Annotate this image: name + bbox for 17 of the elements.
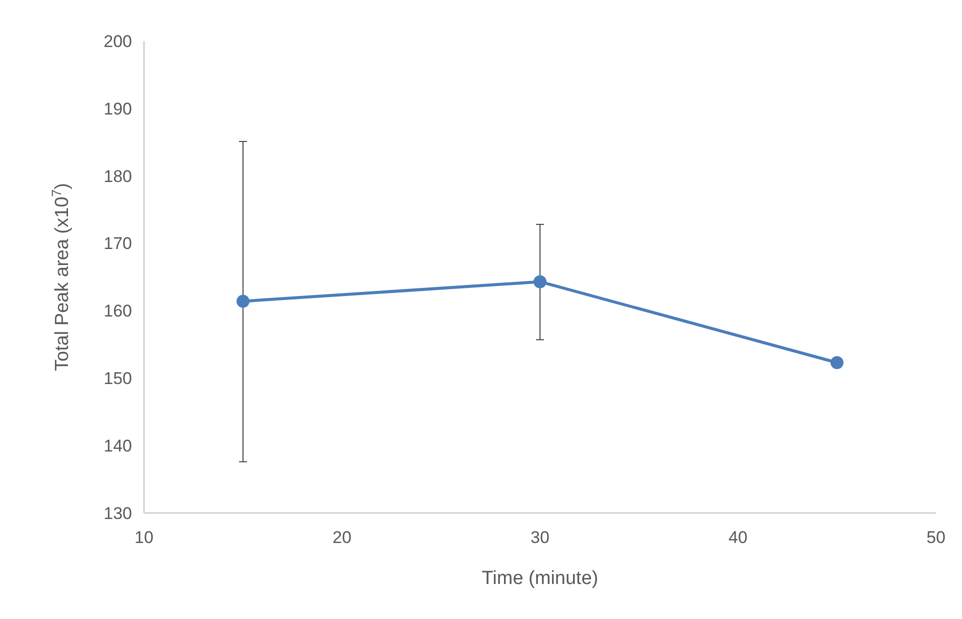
y-tick-label: 170 xyxy=(104,234,132,254)
y-tick-label: 150 xyxy=(104,369,132,388)
point xyxy=(236,294,250,308)
x-tick-label: 30 xyxy=(530,528,550,547)
point xyxy=(534,275,546,288)
x-tick-label: 10 xyxy=(134,528,154,547)
x-tick-label: 40 xyxy=(728,528,748,547)
x-tick-label: 50 xyxy=(926,528,946,547)
y-tick-label: 130 xyxy=(104,504,132,523)
y-tick-label: 200 xyxy=(104,32,132,51)
y-tick-label: 190 xyxy=(104,99,132,118)
point xyxy=(830,356,844,370)
x-tick-label: 20 xyxy=(332,528,352,547)
y-tick-label: 140 xyxy=(104,436,132,456)
y-tick-label: 160 xyxy=(104,302,132,321)
y-tick-label: 180 xyxy=(104,166,132,186)
x-axis-title: Time (minute) xyxy=(482,568,598,589)
